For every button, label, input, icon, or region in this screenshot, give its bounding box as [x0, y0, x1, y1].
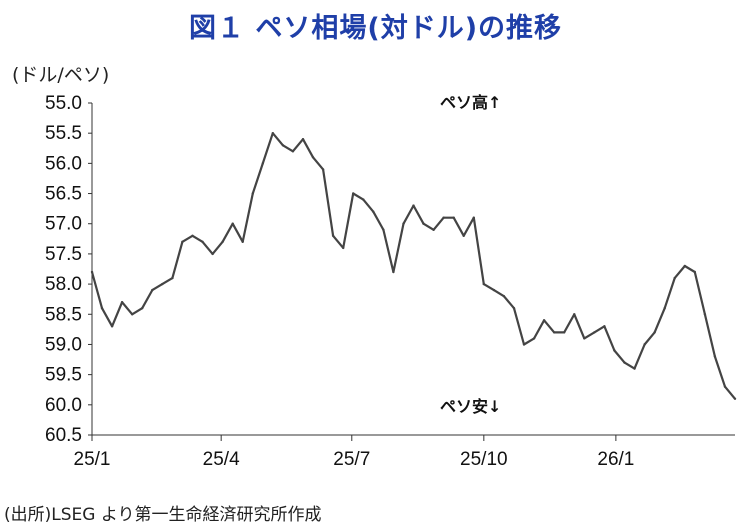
data-point: [151, 288, 154, 292]
data-point: [372, 210, 375, 213]
data-point: [502, 295, 506, 298]
data-point: [583, 337, 586, 340]
data-point: [141, 307, 144, 310]
x-tick-label: 25/7: [333, 449, 370, 470]
data-point: [512, 307, 516, 310]
data-point: [723, 385, 727, 388]
annotation-peso-weak: ペソ安↓: [440, 397, 501, 416]
data-point: [301, 138, 305, 141]
data-point: [281, 144, 285, 147]
data-point: [231, 222, 234, 225]
data-point: [633, 367, 636, 370]
data-point: [522, 343, 526, 346]
y-tick-label: 60.5: [45, 425, 82, 446]
data-point: [171, 276, 174, 280]
data-point: [653, 331, 656, 334]
data-point: [100, 307, 104, 310]
data-point: [492, 288, 496, 292]
data-point: [90, 270, 94, 274]
y-tick-label: 56.0: [45, 153, 82, 174]
source-note: (出所)LSEG より第一生命経済研究所作成: [4, 505, 322, 525]
data-point: [181, 240, 184, 243]
data-point: [261, 162, 264, 165]
x-tick-label: 25/10: [460, 449, 508, 470]
data-point: [683, 264, 686, 268]
data-point: [432, 228, 435, 231]
data-point: [241, 240, 244, 243]
y-tick-label: 55.0: [45, 93, 82, 114]
data-point: [211, 252, 214, 256]
data-point: [362, 198, 365, 201]
y-tick-label: 58.5: [45, 304, 82, 325]
data-point: [593, 331, 596, 334]
y-tick-label: 55.5: [45, 123, 82, 144]
data-point: [733, 397, 737, 400]
data-point: [532, 337, 536, 340]
y-tick-label: 56.5: [45, 184, 82, 205]
annotation-peso-strong: ペソ高↑: [440, 93, 501, 112]
data-point: [342, 246, 345, 250]
data-point: [402, 222, 405, 225]
data-point: [110, 325, 114, 328]
data-point: [131, 313, 134, 316]
data-point: [713, 355, 717, 358]
chart-title: 図１ ペソ相場(対ドル)の推移: [188, 13, 563, 44]
data-point: [221, 240, 224, 243]
data-point: [563, 331, 566, 334]
data-point: [201, 240, 204, 243]
data-point: [603, 325, 606, 328]
y-tick-label: 57.0: [45, 214, 82, 235]
data-point: [663, 307, 666, 310]
data-point: [331, 234, 335, 237]
y-axis-unit-label: (ドル/ペソ): [12, 64, 110, 86]
data-point: [472, 216, 475, 219]
data-point: [251, 192, 254, 195]
data-point: [643, 343, 646, 346]
data-point: [703, 313, 707, 316]
data-point: [382, 228, 385, 231]
data-point: [161, 282, 164, 286]
y-tick-label: 60.0: [45, 395, 82, 416]
data-point: [352, 192, 355, 195]
data-point: [120, 301, 124, 304]
y-tick-label: 59.5: [45, 365, 82, 386]
data-point: [482, 282, 485, 286]
data-point: [422, 222, 425, 225]
x-tick-label: 25/1: [74, 449, 111, 470]
data-point: [462, 234, 465, 237]
data-point: [553, 331, 556, 334]
series-line: [90, 132, 736, 400]
data-point: [271, 132, 274, 135]
data-point: [623, 361, 626, 364]
data-point: [392, 270, 395, 274]
y-tick-label: 57.5: [45, 244, 82, 265]
data-point: [542, 319, 546, 322]
data-point: [311, 156, 315, 159]
data-point: [191, 234, 194, 237]
data-point: [412, 204, 415, 207]
data-point: [321, 168, 325, 171]
data-point: [573, 313, 576, 316]
data-point: [452, 216, 455, 219]
y-tick-label: 58.0: [45, 274, 82, 295]
data-point: [291, 150, 295, 153]
data-point: [673, 276, 676, 280]
data-point: [613, 349, 616, 352]
y-tick-label: 59.0: [45, 334, 82, 355]
data-point: [693, 270, 696, 274]
x-tick-label: 26/1: [597, 449, 634, 470]
data-point: [442, 216, 445, 219]
x-tick-label: 25/4: [203, 449, 240, 470]
